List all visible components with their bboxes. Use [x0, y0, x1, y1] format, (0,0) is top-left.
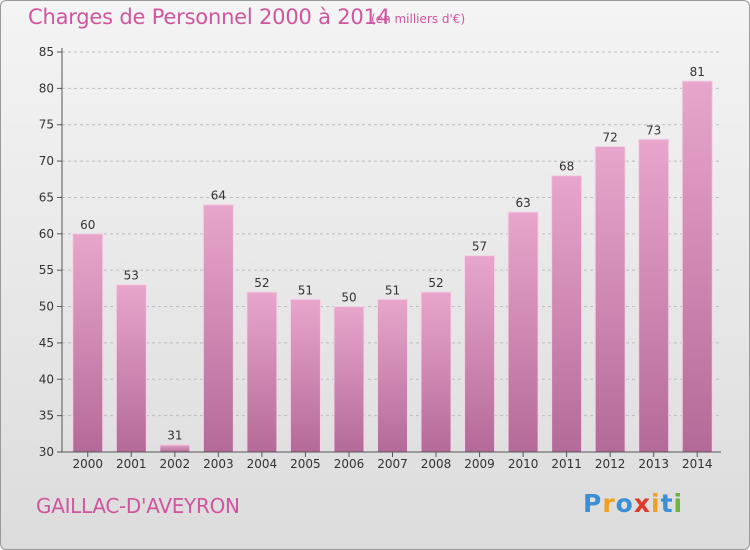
y-tick-label: 65 — [39, 190, 54, 204]
bar-2014 — [681, 80, 713, 453]
bar-2013 — [638, 138, 670, 453]
axes: 30 35 40 45 50 55 60 65 70 75 80 85 2000 2001 2002 2003… — [39, 45, 721, 471]
bar-2000 — [72, 233, 104, 453]
x-tick-label-2013: 2013 — [638, 457, 669, 471]
data-label-2013: 73 — [646, 123, 661, 137]
x-tick-label-2002: 2002 — [160, 457, 191, 471]
bar-2011 — [551, 175, 583, 453]
y-tick-label: 60 — [39, 227, 54, 241]
y-tick-label: 40 — [39, 372, 54, 386]
x-tick-label-2011: 2011 — [551, 457, 582, 471]
x-tick-label-2012: 2012 — [595, 457, 626, 471]
y-tick-label: 75 — [39, 118, 54, 132]
logo-letter: o — [615, 489, 634, 518]
bar-2004 — [246, 291, 278, 453]
logo-letter: r — [602, 489, 616, 518]
place-name: GAILLAC-D'AVEYRON — [36, 494, 240, 518]
data-label-2000: 60 — [80, 218, 95, 232]
chart-subtitle: (en milliers d'€) — [371, 12, 466, 26]
data-label-2009: 57 — [472, 240, 487, 254]
bar-2010 — [507, 211, 539, 453]
bar-2008 — [420, 291, 452, 453]
logo-letter: x — [633, 489, 651, 518]
data-label-2011: 68 — [559, 160, 574, 174]
logo-letter: i — [651, 489, 661, 518]
x-tick-label-2008: 2008 — [421, 457, 452, 471]
bar-2012 — [594, 146, 626, 453]
data-label-2002: 31 — [167, 429, 182, 443]
bar-2007 — [377, 298, 408, 453]
data-label-2008: 52 — [428, 276, 443, 290]
y-tick-label: 55 — [39, 263, 54, 277]
y-tick-label: 85 — [39, 45, 54, 59]
data-labels: 60 53 31 64 52 51 50 51 52 57 63 68 72 73 81 — [80, 65, 705, 443]
data-label-2007: 51 — [385, 283, 400, 297]
y-tick-label: 30 — [39, 445, 54, 459]
bar-2009 — [464, 255, 496, 453]
data-label-2005: 51 — [298, 283, 313, 297]
y-tick-label: 35 — [39, 409, 54, 423]
bar-2003 — [202, 204, 234, 453]
x-tick-label-2010: 2010 — [508, 457, 539, 471]
bar-2002 — [159, 444, 191, 453]
x-tick-label-2007: 2007 — [377, 457, 408, 471]
x-tick-label-2000: 2000 — [72, 457, 103, 471]
logo-letter: i — [673, 489, 684, 518]
y-tick-label: 45 — [39, 336, 54, 350]
x-tick-label-2001: 2001 — [116, 457, 147, 471]
data-label-2003: 64 — [211, 189, 226, 203]
y-tick-label: 70 — [39, 154, 54, 168]
bar-2001 — [115, 284, 147, 453]
chart-title: Charges de Personnel 2000 à 2014 — [28, 5, 390, 29]
data-label-2014: 81 — [690, 65, 705, 79]
x-tick-label-2006: 2006 — [334, 457, 365, 471]
bar-2006 — [333, 306, 365, 453]
logo-letter: P — [583, 489, 603, 518]
x-tick-label-2004: 2004 — [247, 457, 278, 471]
x-tick-label-2009: 2009 — [464, 457, 495, 471]
x-tick-label-2003: 2003 — [203, 457, 234, 471]
proxiti-logo: Proxiti — [583, 489, 683, 518]
x-tick-label-2014: 2014 — [682, 457, 713, 471]
data-label-2004: 52 — [254, 276, 269, 290]
data-label-2010: 63 — [515, 196, 530, 210]
logo-letter: t — [660, 489, 674, 518]
gridlines — [62, 51, 721, 417]
data-label-2001: 53 — [124, 269, 139, 283]
data-label-2012: 72 — [603, 131, 618, 145]
y-tick-label: 50 — [39, 300, 54, 314]
x-tick-label-2005: 2005 — [290, 457, 321, 471]
bar-2005 — [289, 298, 321, 453]
data-label-2006: 50 — [341, 291, 356, 305]
y-tick-label: 80 — [39, 81, 54, 95]
